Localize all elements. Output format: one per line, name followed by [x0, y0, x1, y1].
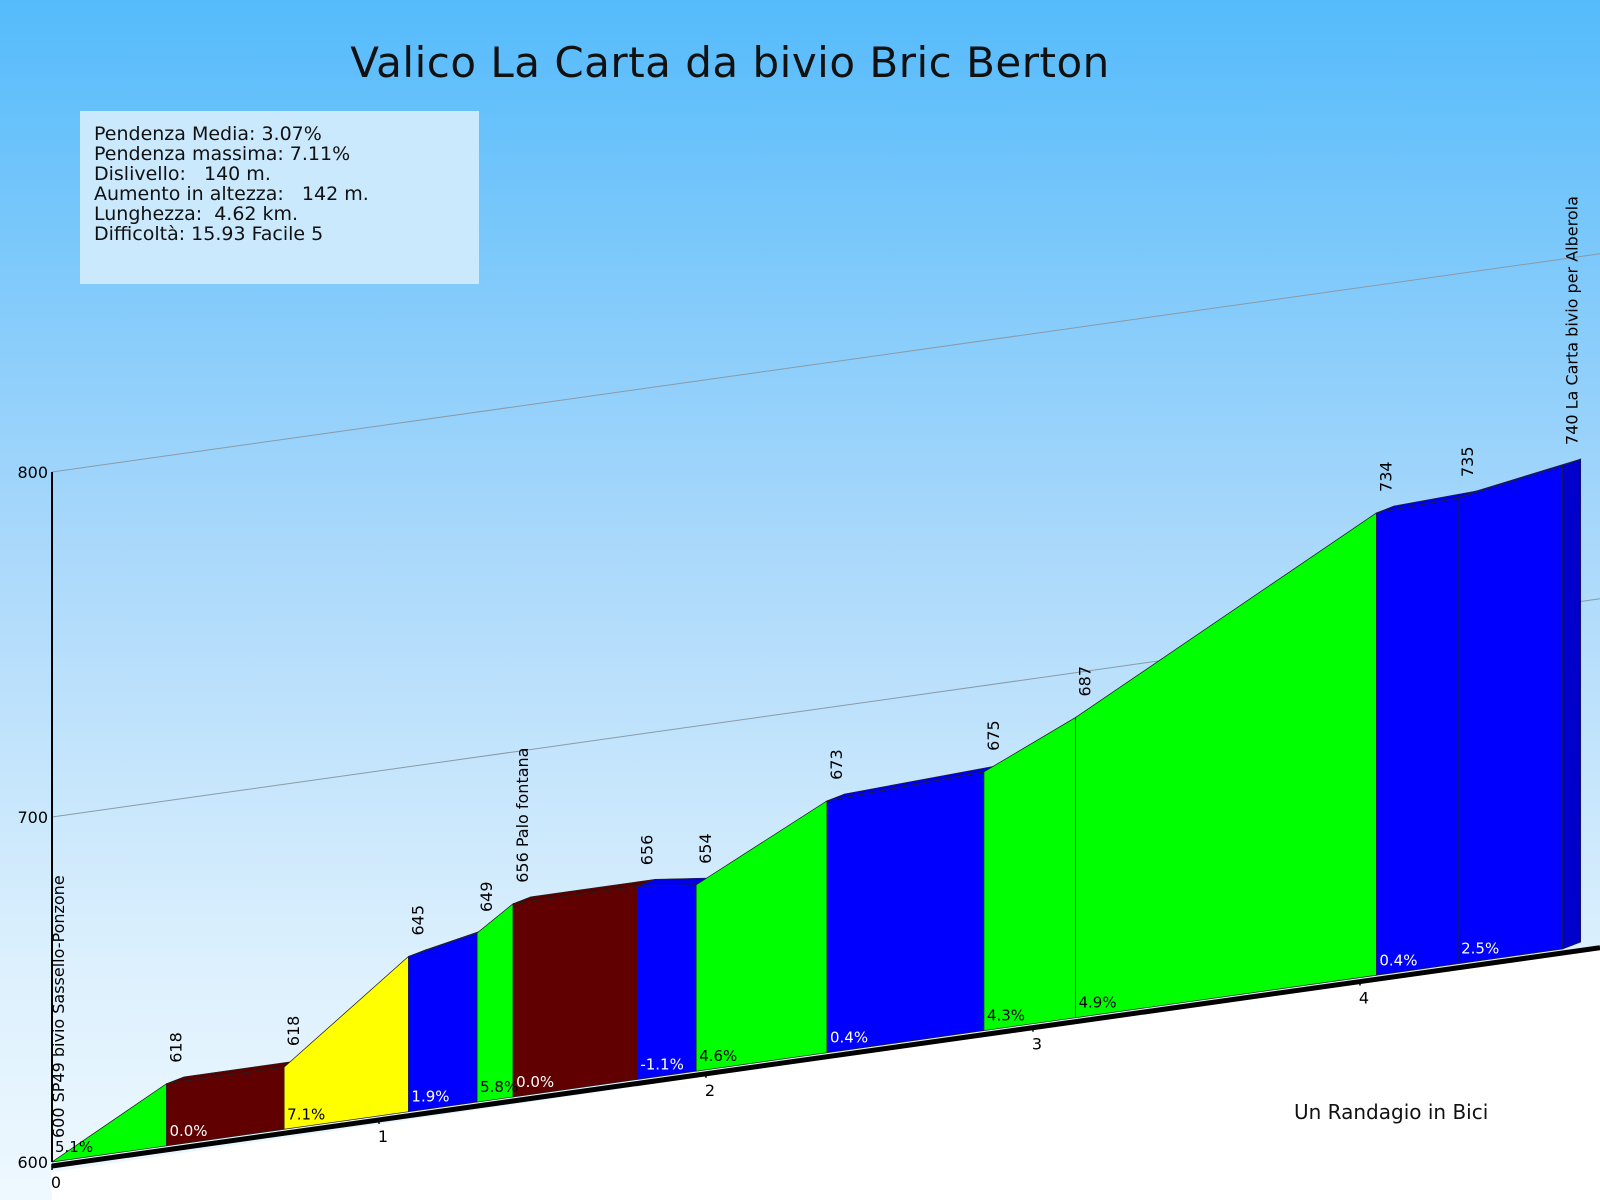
stat-pendenza-media: Pendenza Media: 3.07% — [94, 123, 322, 145]
stat-aumento-altezza: Aumento in altezza: 142 m. — [94, 183, 369, 205]
altitude-label: 618 — [284, 1016, 303, 1047]
altitude-label: 656 Palo fontana — [513, 748, 532, 883]
x-tick-label: 0 — [51, 1173, 61, 1192]
segment-face-5 — [476, 903, 514, 1103]
y-tick-label: 700 — [17, 808, 48, 827]
altitude-label: 675 — [984, 720, 1003, 751]
grade-label: -1.1% — [640, 1055, 684, 1073]
y-tick-label: 600 — [17, 1153, 48, 1172]
segment-face-9 — [826, 771, 985, 1054]
grade-label: 4.9% — [1079, 994, 1117, 1012]
grade-label: 0.4% — [1379, 951, 1417, 969]
grade-label: 2.5% — [1461, 940, 1499, 958]
segment-face-10 — [983, 716, 1076, 1031]
x-axis: 0 1 2 3 4 — [51, 979, 1369, 1192]
grade-label: 0.0% — [516, 1073, 554, 1091]
stat-pendenza-massima: Pendenza massima: 7.11% — [94, 143, 351, 165]
grade-label: 5.8% — [480, 1078, 518, 1096]
grade-label: 4.6% — [699, 1047, 737, 1065]
grade-labels: 5.1%0.0%7.1%1.9%5.8%0.0%-1.1% 4.6%0.4%4.3… — [55, 940, 1499, 1156]
segment-face-8 — [695, 800, 828, 1072]
stat-difficolta: Difficoltà: 15.93 Facile 5 — [94, 223, 324, 245]
y-axis: 600 700 800 — [17, 463, 53, 1172]
grade-label: 4.3% — [987, 1007, 1025, 1025]
altitude-label: 600 SP49 bivio Sassello-Ponzone — [49, 875, 68, 1138]
altitude-label: 649 — [477, 881, 496, 912]
segment-face-12 — [1375, 497, 1459, 976]
stats-box: Pendenza Media: 3.07% Pendenza massima: … — [80, 111, 479, 284]
altitude-label: 656 — [637, 835, 656, 866]
grid-line-800 — [51, 253, 1600, 473]
altitude-label: 735 — [1458, 446, 1477, 477]
grade-label: 7.1% — [287, 1105, 325, 1123]
stat-dislivello: Dislivello: 140 m. — [94, 163, 271, 185]
segment-face-7 — [636, 884, 697, 1080]
grade-label: 0.4% — [830, 1029, 868, 1047]
altitude-label: 618 — [166, 1032, 185, 1063]
altitude-label: 740 La Carta bivio per Alberola — [1563, 196, 1582, 445]
stat-lunghezza: Lunghezza: 4.62 km. — [94, 203, 299, 225]
grade-label: 5.1% — [55, 1138, 93, 1156]
grade-label: 1.9% — [411, 1088, 449, 1106]
y-tick-label: 800 — [17, 463, 48, 482]
x-tick-label: 3 — [1032, 1035, 1042, 1054]
credit-text: Un Randagio in Bici — [1294, 1100, 1489, 1124]
segment-face-11 — [1075, 512, 1377, 1019]
baseline — [51, 945, 1600, 1169]
altitude-label: 654 — [696, 833, 715, 864]
segment-face-13 — [1457, 465, 1564, 965]
ground-white-area — [52, 946, 1600, 1200]
altitude-label: 673 — [827, 749, 846, 780]
baseline-line — [51, 945, 1600, 1169]
altitude-labels: 600 SP49 bivio Sassello-Ponzone 618 618 645… — [49, 196, 1582, 1138]
altitude-label: 645 — [408, 905, 427, 936]
chart-title: Valico La Carta da bivio Bric Berton — [350, 38, 1110, 87]
grade-label: 0.0% — [169, 1122, 207, 1140]
segment-end-cap — [1562, 458, 1582, 950]
segment-face-6 — [512, 885, 638, 1098]
x-tick-label: 2 — [705, 1081, 715, 1100]
x-tick-label: 1 — [378, 1127, 388, 1146]
profile-faces — [51, 458, 1582, 1163]
ground-plane — [52, 946, 1600, 1200]
altitude-label: 687 — [1076, 666, 1095, 697]
x-tick-label: 4 — [1359, 989, 1369, 1008]
altitude-label: 734 — [1376, 461, 1395, 492]
segment-face-4 — [408, 932, 478, 1113]
